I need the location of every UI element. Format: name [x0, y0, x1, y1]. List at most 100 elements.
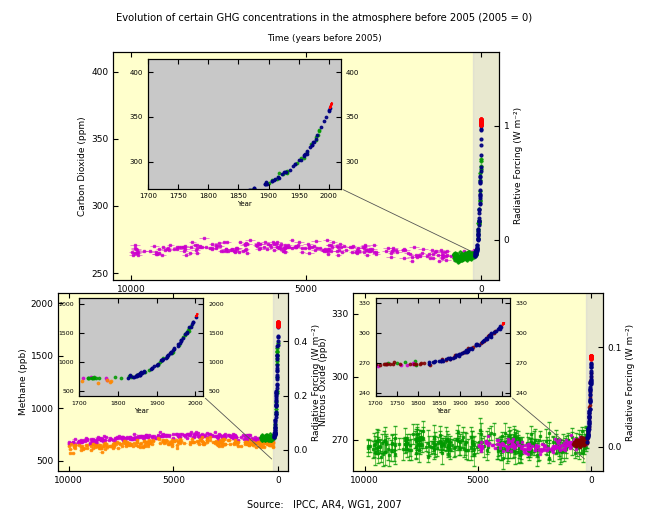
Point — [472, 232, 483, 240]
Point — [273, 321, 283, 329]
Point — [580, 436, 590, 444]
Point — [471, 246, 481, 254]
Point — [586, 367, 596, 376]
Point — [577, 437, 587, 445]
Point — [270, 431, 280, 440]
Point — [476, 119, 487, 127]
Point — [474, 194, 485, 202]
Point — [586, 352, 596, 361]
Point — [584, 397, 595, 405]
Point — [585, 378, 596, 386]
Point — [474, 200, 485, 208]
Y-axis label: Radiative Forcing (W m⁻²): Radiative Forcing (W m⁻²) — [514, 107, 523, 224]
Point — [472, 244, 482, 252]
Point — [584, 409, 594, 417]
Point — [576, 438, 586, 446]
Point — [583, 430, 593, 438]
Point — [586, 353, 596, 361]
Point — [585, 378, 596, 386]
Point — [580, 434, 590, 442]
Point — [584, 397, 595, 406]
Point — [476, 115, 487, 123]
Point — [571, 439, 581, 447]
Point — [585, 385, 596, 393]
Text: Time (years before 2005): Time (years before 2005) — [266, 34, 382, 42]
Point — [273, 322, 283, 330]
Point — [273, 319, 283, 327]
Point — [573, 439, 583, 447]
Point — [270, 433, 280, 441]
Point — [574, 441, 584, 449]
Point — [474, 199, 485, 208]
Point — [269, 433, 279, 441]
Point — [475, 190, 485, 198]
Point — [571, 442, 581, 450]
Point — [570, 439, 580, 447]
Point — [472, 235, 483, 243]
Text: Source:   IPCC, AR4, WG1, 2007: Source: IPCC, AR4, WG1, 2007 — [247, 500, 401, 510]
Point — [475, 179, 485, 188]
Point — [470, 252, 480, 261]
Point — [586, 353, 596, 362]
Point — [586, 352, 596, 360]
Point — [583, 433, 593, 441]
Point — [570, 439, 581, 448]
Point — [585, 377, 596, 385]
Point — [584, 418, 594, 426]
Point — [474, 209, 484, 217]
Point — [585, 376, 596, 384]
Point — [473, 221, 483, 229]
Point — [271, 394, 281, 402]
Point — [579, 436, 589, 444]
Point — [476, 126, 487, 135]
Point — [470, 251, 481, 259]
Point — [580, 436, 590, 444]
Y-axis label: Radiative Forcing (W m⁻²): Radiative Forcing (W m⁻²) — [626, 323, 635, 441]
Point — [476, 117, 487, 125]
Point — [476, 120, 487, 128]
Point — [470, 250, 481, 258]
Point — [269, 429, 279, 438]
Point — [473, 228, 483, 236]
Point — [270, 421, 280, 429]
Point — [273, 318, 283, 326]
Point — [270, 429, 280, 437]
Point — [580, 438, 590, 446]
Point — [472, 236, 483, 244]
Point — [476, 119, 487, 127]
Point — [471, 246, 481, 254]
Point — [570, 440, 580, 448]
Point — [473, 229, 483, 238]
Point — [585, 379, 596, 387]
Point — [272, 333, 283, 341]
Point — [273, 320, 283, 328]
Point — [582, 433, 592, 441]
Point — [571, 439, 581, 448]
Point — [579, 440, 589, 449]
Point — [470, 248, 480, 256]
Point — [585, 380, 596, 388]
Point — [472, 241, 482, 249]
Point — [271, 397, 281, 405]
Point — [472, 241, 482, 250]
Point — [573, 438, 583, 446]
Point — [586, 354, 596, 362]
Point — [470, 250, 481, 258]
Point — [272, 366, 283, 374]
Point — [581, 438, 592, 447]
Point — [475, 191, 485, 199]
Point — [576, 436, 586, 444]
Point — [474, 192, 485, 200]
Point — [583, 424, 594, 433]
Point — [576, 441, 586, 449]
Point — [579, 437, 590, 445]
Point — [271, 408, 281, 416]
Point — [581, 437, 591, 445]
Point — [470, 250, 480, 258]
Point — [586, 358, 596, 367]
Point — [272, 387, 282, 396]
Point — [572, 440, 583, 448]
Point — [577, 439, 587, 447]
Point — [583, 427, 594, 435]
Point — [270, 428, 280, 437]
